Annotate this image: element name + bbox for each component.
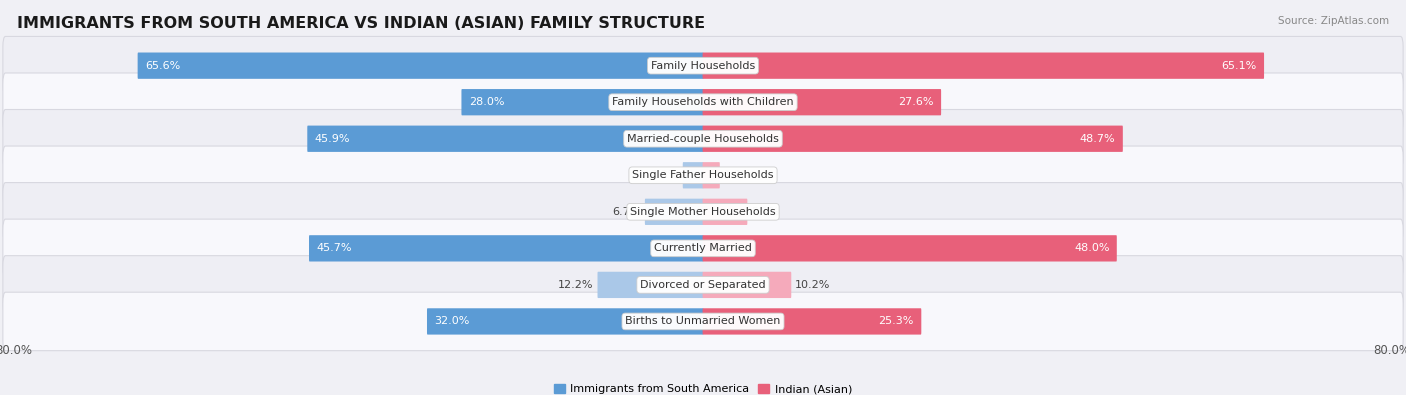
FancyBboxPatch shape (3, 292, 1403, 351)
FancyBboxPatch shape (3, 182, 1403, 241)
Text: Single Mother Households: Single Mother Households (630, 207, 776, 217)
FancyBboxPatch shape (703, 126, 1123, 152)
Text: 2.3%: 2.3% (651, 170, 679, 180)
Text: Married-couple Households: Married-couple Households (627, 134, 779, 144)
FancyBboxPatch shape (308, 126, 703, 152)
FancyBboxPatch shape (427, 308, 703, 335)
FancyBboxPatch shape (309, 235, 703, 261)
FancyBboxPatch shape (703, 162, 720, 188)
Text: 6.7%: 6.7% (613, 207, 641, 217)
Text: 10.2%: 10.2% (796, 280, 831, 290)
Text: Currently Married: Currently Married (654, 243, 752, 253)
Text: Births to Unmarried Women: Births to Unmarried Women (626, 316, 780, 326)
FancyBboxPatch shape (683, 162, 703, 188)
FancyBboxPatch shape (703, 199, 748, 225)
FancyBboxPatch shape (3, 73, 1403, 132)
Text: 48.7%: 48.7% (1080, 134, 1115, 144)
Text: 32.0%: 32.0% (434, 316, 470, 326)
FancyBboxPatch shape (703, 308, 921, 335)
FancyBboxPatch shape (703, 235, 1116, 261)
Text: Family Households: Family Households (651, 61, 755, 71)
FancyBboxPatch shape (3, 36, 1403, 95)
Text: Divorced or Separated: Divorced or Separated (640, 280, 766, 290)
FancyBboxPatch shape (138, 53, 703, 79)
Text: 65.1%: 65.1% (1222, 61, 1257, 71)
FancyBboxPatch shape (3, 219, 1403, 278)
Text: 48.0%: 48.0% (1074, 243, 1109, 253)
Text: 45.9%: 45.9% (315, 134, 350, 144)
Text: 12.2%: 12.2% (558, 280, 593, 290)
Legend: Immigrants from South America, Indian (Asian): Immigrants from South America, Indian (A… (550, 379, 856, 395)
FancyBboxPatch shape (703, 89, 941, 115)
FancyBboxPatch shape (3, 146, 1403, 205)
FancyBboxPatch shape (3, 256, 1403, 314)
Text: 28.0%: 28.0% (468, 97, 505, 107)
FancyBboxPatch shape (703, 53, 1264, 79)
Text: 27.6%: 27.6% (898, 97, 934, 107)
Text: Single Father Households: Single Father Households (633, 170, 773, 180)
Text: Family Households with Children: Family Households with Children (612, 97, 794, 107)
Text: Source: ZipAtlas.com: Source: ZipAtlas.com (1278, 16, 1389, 26)
FancyBboxPatch shape (598, 272, 703, 298)
Text: 65.6%: 65.6% (145, 61, 180, 71)
FancyBboxPatch shape (3, 109, 1403, 168)
Text: 45.7%: 45.7% (316, 243, 352, 253)
FancyBboxPatch shape (645, 199, 703, 225)
FancyBboxPatch shape (461, 89, 703, 115)
FancyBboxPatch shape (703, 272, 792, 298)
Text: IMMIGRANTS FROM SOUTH AMERICA VS INDIAN (ASIAN) FAMILY STRUCTURE: IMMIGRANTS FROM SOUTH AMERICA VS INDIAN … (17, 16, 704, 31)
Text: 1.9%: 1.9% (724, 170, 752, 180)
Text: 5.1%: 5.1% (751, 207, 779, 217)
Text: 25.3%: 25.3% (879, 316, 914, 326)
